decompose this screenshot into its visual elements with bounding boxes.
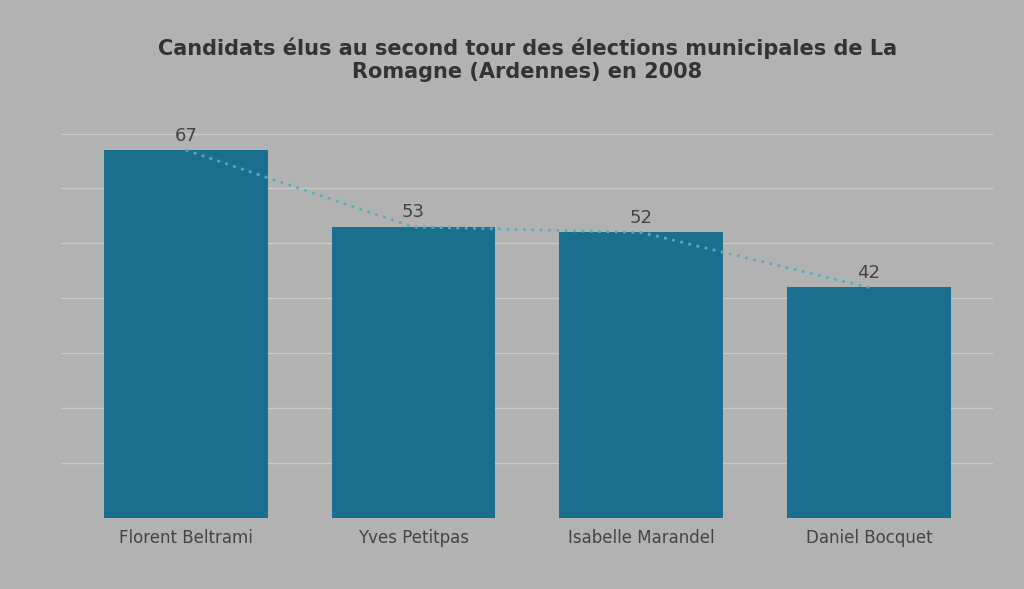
Bar <box>559 233 723 518</box>
Bar <box>103 150 267 518</box>
Text: 52: 52 <box>630 209 652 227</box>
Text: 42: 42 <box>857 264 881 282</box>
Text: 53: 53 <box>402 203 425 221</box>
Bar <box>332 227 496 518</box>
Bar <box>787 287 951 518</box>
Title: Candidats élus au second tour des élections municipales de La
Romagne (Ardennes): Candidats élus au second tour des électi… <box>158 38 897 82</box>
Text: 67: 67 <box>174 127 198 144</box>
